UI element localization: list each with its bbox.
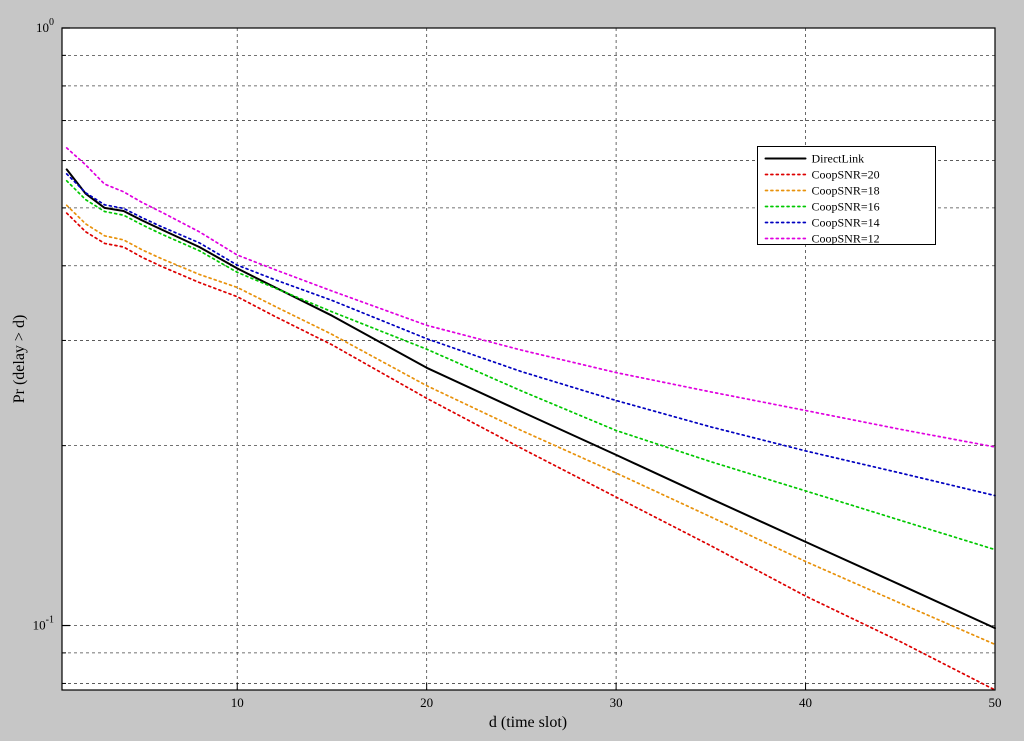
plot-area — [62, 28, 995, 690]
series-line-coopsnr-14 — [65, 173, 996, 497]
y-tick-label: 10-1 — [33, 615, 54, 633]
y-axis-label: Pr (delay > d) — [11, 315, 28, 404]
tick-layer: 10 20 30 40 50 100 10-1 — [33, 17, 1002, 710]
legend-entry-label: CoopSNR=20 — [812, 168, 880, 182]
legend-box — [757, 146, 936, 245]
label-layer: d (time slot) Pr (delay > d) — [11, 315, 567, 731]
x-tick-label: 30 — [610, 695, 623, 710]
x-tick-label: 20 — [420, 695, 433, 710]
series-line-directlink — [65, 168, 996, 630]
x-tick-label: 10 — [231, 695, 244, 710]
y-tick-label: 100 — [36, 17, 54, 35]
series-line-coopsnr-12 — [65, 147, 996, 448]
legend: DirectLink CoopSNR=20 CoopSNR=18 CoopSNR=16… — [757, 146, 936, 246]
legend-entry-label: CoopSNR=12 — [812, 232, 880, 246]
series-layer — [65, 147, 996, 691]
x-tick-label: 50 — [989, 695, 1002, 710]
axis-box — [61, 27, 996, 691]
legend-entry-label: CoopSNR=14 — [812, 216, 880, 230]
legend-entry-label: DirectLink — [812, 152, 865, 166]
series-line-coopsnr-16 — [65, 179, 996, 551]
legend-entry-label: CoopSNR=16 — [812, 200, 880, 214]
series-line-coopsnr-20 — [65, 212, 996, 691]
x-axis-label: d (time slot) — [489, 714, 567, 731]
x-tick-label: 40 — [799, 695, 812, 710]
legend-entry-label: CoopSNR=18 — [812, 184, 880, 198]
series-line-coopsnr-18 — [65, 204, 996, 646]
